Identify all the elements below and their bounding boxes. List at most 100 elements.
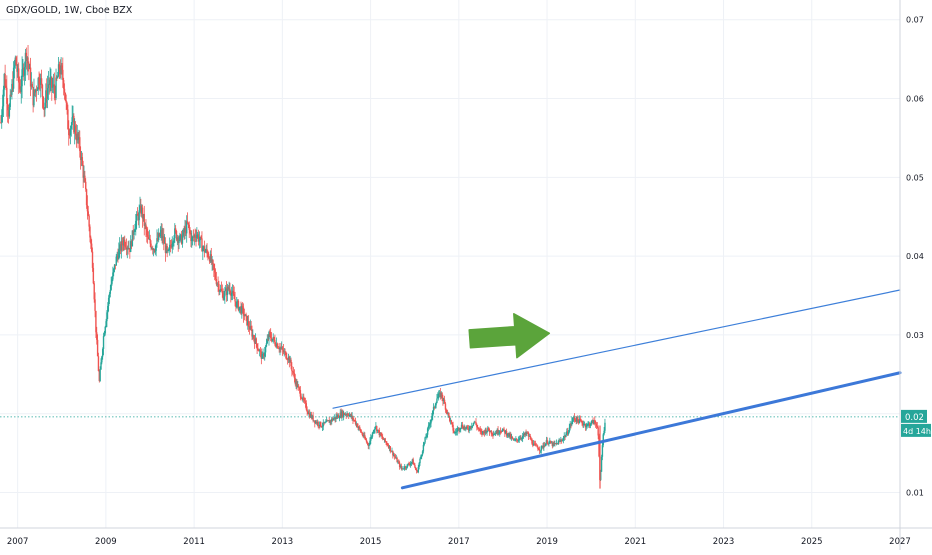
candle-body [38,78,40,84]
candle-body [141,207,143,214]
candle-body [7,110,10,117]
candle-body [142,213,145,219]
candle-body [499,431,501,433]
candle-body [354,420,357,425]
candle-body [219,290,221,292]
candle-body [326,420,329,422]
candle-body [360,431,363,433]
candle-body [176,237,179,240]
candle-body [359,426,361,430]
candle-body [560,440,562,442]
candle-body [467,428,470,430]
candle-body [488,427,490,431]
candle-body [309,414,312,418]
candle-body [559,440,561,442]
candle-body [328,420,330,423]
candle-body [299,390,302,397]
candle-body [44,102,46,110]
x-tick-label: 2017 [448,537,470,547]
candle-body [285,351,287,359]
candle-body [368,444,370,446]
candle-body [242,307,245,316]
candle-body [406,464,408,468]
candle-body [309,413,311,418]
candle-body [152,249,155,251]
candle-body [585,426,587,428]
candle-body [342,411,344,417]
candle-body [420,456,422,459]
candle-body [249,325,252,330]
candle-body [122,244,124,246]
candle-body [1,114,3,123]
candle-body [267,339,269,341]
candle-body [310,414,313,419]
candle-body [447,412,449,414]
candle-body [381,436,384,439]
candle-body [204,251,207,253]
candle-body [459,429,461,431]
candle-body [386,442,388,445]
candle-body [575,419,577,422]
candle-body [380,432,382,436]
candle-body [500,431,503,433]
candle-body [369,440,371,445]
candle-body [350,414,352,418]
candle-body [251,329,253,337]
candle-body [264,352,266,357]
candle-body [114,264,117,266]
candle-body [162,236,164,238]
candle-body [416,470,419,473]
candle-body [517,439,520,441]
candle-body [236,301,238,308]
candle-body [213,269,216,273]
candle-body [431,416,433,420]
candle-body [488,430,491,433]
candle-body [191,236,194,238]
candle-body [10,94,12,96]
candle-body [498,432,500,434]
candle-body [101,356,103,363]
candle-body [168,248,170,251]
candle-body [471,425,474,427]
candle-body [102,336,105,349]
candle-body [286,359,289,361]
candle-body [15,57,17,66]
candle-body [31,83,33,88]
candle-body [161,229,163,238]
candle-body [194,235,196,237]
price-badge-label: 0.02 [905,413,924,423]
candle-body [601,445,604,457]
candle-body [108,293,111,298]
candle-body [13,65,16,68]
candle-body [173,238,175,243]
candle-body [258,350,261,352]
candle-body [458,427,460,431]
candle-body [208,257,210,258]
candle-body [273,337,275,341]
candle-body [29,67,31,69]
candle-body [356,423,358,428]
candle-body [387,445,390,449]
candle-body [111,279,113,284]
candle-body [318,425,320,427]
candle-body [197,234,200,242]
candle-body [261,354,263,359]
candle-body [375,426,377,428]
candle-body [286,358,288,360]
candle-body [552,442,554,447]
candle-body [182,229,184,236]
candle-body [146,234,149,237]
candle-body [325,421,327,423]
candle-body [471,426,473,428]
candle-body [136,214,139,216]
candle-body [287,356,290,360]
x-tick-label: 2025 [801,537,823,547]
candle-body [85,181,87,190]
candle-body [84,175,86,182]
candle-body [157,238,159,241]
candle-body [169,244,172,247]
candle-body [583,423,586,425]
candle-body [215,279,218,285]
candle-body [594,420,596,423]
candle-body [413,464,415,466]
